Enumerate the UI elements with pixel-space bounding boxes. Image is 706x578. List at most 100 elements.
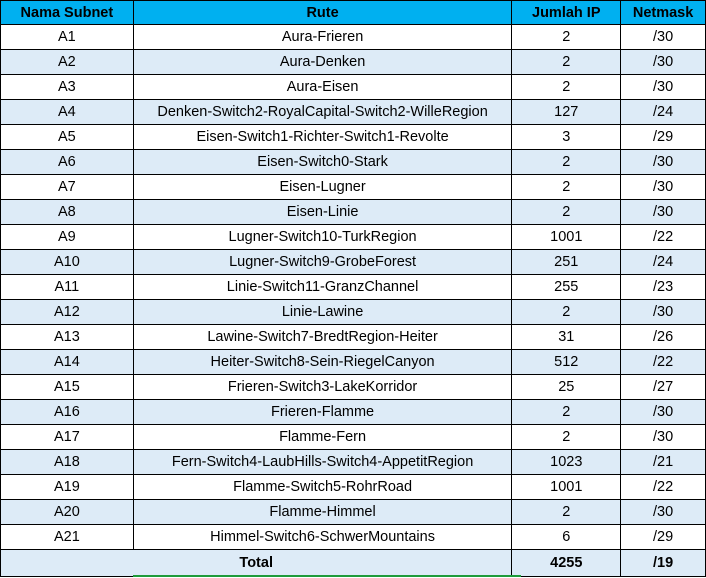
- cell-netmask[interactable]: /30: [620, 299, 706, 325]
- header-jumlah-ip[interactable]: Jumlah IP: [511, 0, 622, 25]
- cell-rute[interactable]: Eisen-Lugner: [132, 174, 513, 200]
- cell-netmask[interactable]: /30: [620, 74, 706, 100]
- cell-rute[interactable]: Eisen-Switch0-Stark: [132, 149, 513, 175]
- cell-nama-subnet[interactable]: A5: [0, 124, 134, 150]
- table-row: A11 Linie-Switch11-GranzChannel 255/23: [0, 274, 706, 300]
- cell-rute[interactable]: Eisen-Linie: [132, 199, 513, 225]
- cell-jumlah-ip[interactable]: 1023: [511, 449, 622, 475]
- total-label[interactable]: Total: [0, 549, 513, 577]
- cell-jumlah-ip[interactable]: 2: [511, 424, 622, 450]
- cell-rute[interactable]: Aura-Denken: [132, 49, 513, 75]
- cell-netmask[interactable]: /30: [620, 399, 706, 425]
- cell-nama-subnet[interactable]: A11: [0, 274, 134, 300]
- cell-netmask[interactable]: /30: [620, 49, 706, 75]
- cell-netmask[interactable]: /26: [620, 324, 706, 350]
- cell-rute[interactable]: Heiter-Switch8-Sein-RiegelCanyon: [132, 349, 513, 375]
- cell-jumlah-ip[interactable]: 2: [511, 74, 622, 100]
- cell-rute[interactable]: Aura-Eisen: [132, 74, 513, 100]
- cell-jumlah-ip[interactable]: 251: [511, 249, 622, 275]
- cell-nama-subnet[interactable]: A2: [0, 49, 134, 75]
- cell-jumlah-ip[interactable]: 2: [511, 149, 622, 175]
- cell-netmask[interactable]: /29: [620, 124, 706, 150]
- cell-nama-subnet[interactable]: A12: [0, 299, 134, 325]
- cell-jumlah-ip[interactable]: 127: [511, 99, 622, 125]
- header-nama-subnet[interactable]: Nama Subnet: [0, 0, 134, 25]
- cell-rute[interactable]: Linie-Lawine: [132, 299, 513, 325]
- cell-jumlah-ip[interactable]: 2: [511, 199, 622, 225]
- total-netmask[interactable]: /19: [620, 549, 706, 577]
- table-row: A21 Himmel-Switch6-SchwerMountains 6/29: [0, 524, 706, 550]
- cell-nama-subnet[interactable]: A16: [0, 399, 134, 425]
- cell-rute[interactable]: Frieren-Flamme: [132, 399, 513, 425]
- cell-netmask[interactable]: /23: [620, 274, 706, 300]
- cell-rute[interactable]: Lugner-Switch10-TurkRegion: [132, 224, 513, 250]
- cell-netmask[interactable]: /30: [620, 199, 706, 225]
- cell-nama-subnet[interactable]: A14: [0, 349, 134, 375]
- cell-nama-subnet[interactable]: A17: [0, 424, 134, 450]
- table-row: A5 Eisen-Switch1-Richter-Switch1-Revolte 3…: [0, 124, 706, 150]
- cell-nama-subnet[interactable]: A1: [0, 24, 134, 50]
- cell-rute[interactable]: Flamme-Fern: [132, 424, 513, 450]
- cell-netmask[interactable]: /21: [620, 449, 706, 475]
- cell-rute[interactable]: Denken-Switch2-RoyalCapital-Switch2-Will…: [132, 99, 513, 125]
- selection-underline: [133, 575, 521, 577]
- cell-jumlah-ip[interactable]: 6: [511, 524, 622, 550]
- cell-jumlah-ip[interactable]: 1001: [511, 224, 622, 250]
- cell-jumlah-ip[interactable]: 2: [511, 499, 622, 525]
- cell-jumlah-ip[interactable]: 2: [511, 174, 622, 200]
- cell-nama-subnet[interactable]: A13: [0, 324, 134, 350]
- cell-jumlah-ip[interactable]: 2: [511, 399, 622, 425]
- header-rute[interactable]: Rute: [132, 0, 513, 25]
- cell-nama-subnet[interactable]: A6: [0, 149, 134, 175]
- cell-nama-subnet[interactable]: A15: [0, 374, 134, 400]
- cell-nama-subnet[interactable]: A3: [0, 74, 134, 100]
- cell-nama-subnet[interactable]: A4: [0, 99, 134, 125]
- cell-rute[interactable]: Flamme-Switch5-RohrRoad: [132, 474, 513, 500]
- cell-jumlah-ip[interactable]: 31: [511, 324, 622, 350]
- cell-rute[interactable]: Aura-Frieren: [132, 24, 513, 50]
- cell-netmask[interactable]: /24: [620, 249, 706, 275]
- cell-rute[interactable]: Fern-Switch4-LaubHills-Switch4-AppetitRe…: [132, 449, 513, 475]
- table-row: A4 Denken-Switch2-RoyalCapital-Switch2-Wi…: [0, 99, 706, 125]
- cell-netmask[interactable]: /30: [620, 24, 706, 50]
- cell-rute[interactable]: Linie-Switch11-GranzChannel: [132, 274, 513, 300]
- cell-nama-subnet[interactable]: A7: [0, 174, 134, 200]
- cell-nama-subnet[interactable]: A18: [0, 449, 134, 475]
- cell-nama-subnet[interactable]: A21: [0, 524, 134, 550]
- cell-jumlah-ip[interactable]: 512: [511, 349, 622, 375]
- header-netmask[interactable]: Netmask: [620, 0, 706, 25]
- cell-netmask[interactable]: /30: [620, 499, 706, 525]
- cell-nama-subnet[interactable]: A20: [0, 499, 134, 525]
- header-row: Nama Subnet Rute Jumlah IP Netmask: [0, 0, 706, 25]
- total-row: Total 4255 /19: [0, 549, 706, 577]
- cell-nama-subnet[interactable]: A8: [0, 199, 134, 225]
- cell-rute[interactable]: Frieren-Switch3-LakeKorridor: [132, 374, 513, 400]
- cell-jumlah-ip[interactable]: 2: [511, 49, 622, 75]
- cell-rute[interactable]: Lawine-Switch7-BredtRegion-Heiter: [132, 324, 513, 350]
- cell-jumlah-ip[interactable]: 255: [511, 274, 622, 300]
- cell-rute[interactable]: Eisen-Switch1-Richter-Switch1-Revolte: [132, 124, 513, 150]
- cell-netmask[interactable]: /22: [620, 349, 706, 375]
- cell-netmask[interactable]: /22: [620, 224, 706, 250]
- cell-netmask[interactable]: /22: [620, 474, 706, 500]
- cell-netmask[interactable]: /24: [620, 99, 706, 125]
- cell-rute[interactable]: Flamme-Himmel: [132, 499, 513, 525]
- cell-netmask[interactable]: /30: [620, 424, 706, 450]
- cell-jumlah-ip[interactable]: 2: [511, 299, 622, 325]
- cell-jumlah-ip[interactable]: 25: [511, 374, 622, 400]
- cell-netmask[interactable]: /27: [620, 374, 706, 400]
- cell-nama-subnet[interactable]: A19: [0, 474, 134, 500]
- table-row: A2 Aura-Denken 2/30: [0, 49, 706, 75]
- cell-netmask[interactable]: /29: [620, 524, 706, 550]
- cell-jumlah-ip[interactable]: 1001: [511, 474, 622, 500]
- cell-jumlah-ip[interactable]: 3: [511, 124, 622, 150]
- cell-rute[interactable]: Himmel-Switch6-SchwerMountains: [132, 524, 513, 550]
- total-jumlah-ip[interactable]: 4255: [511, 549, 622, 577]
- cell-jumlah-ip[interactable]: 2: [511, 24, 622, 50]
- cell-netmask[interactable]: /30: [620, 174, 706, 200]
- table-row: A16 Frieren-Flamme 2/30: [0, 399, 706, 425]
- cell-netmask[interactable]: /30: [620, 149, 706, 175]
- cell-nama-subnet[interactable]: A9: [0, 224, 134, 250]
- cell-rute[interactable]: Lugner-Switch9-GrobeForest: [132, 249, 513, 275]
- cell-nama-subnet[interactable]: A10: [0, 249, 134, 275]
